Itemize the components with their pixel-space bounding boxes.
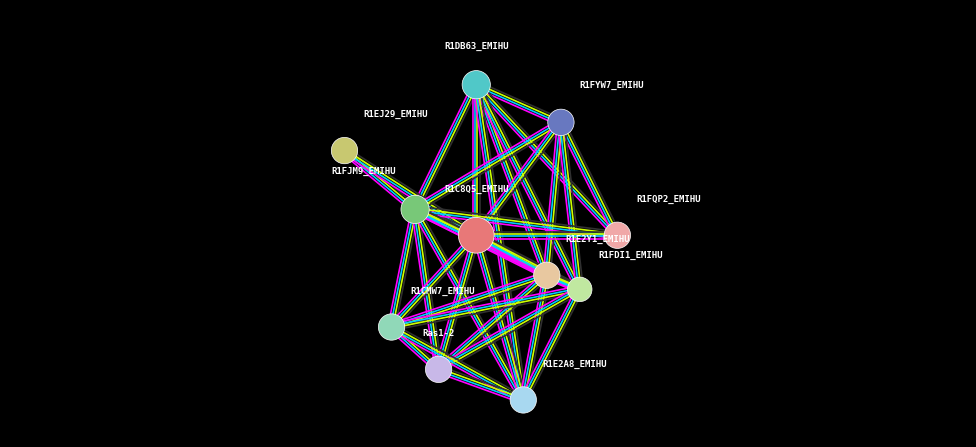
Circle shape	[534, 262, 560, 288]
Text: R1E2A8_EMIHU: R1E2A8_EMIHU	[542, 360, 607, 369]
Circle shape	[567, 277, 592, 302]
Text: R1FDI1_EMIHU: R1FDI1_EMIHU	[598, 251, 663, 260]
Text: R1C8Q5_EMIHU: R1C8Q5_EMIHU	[444, 185, 508, 194]
Circle shape	[331, 137, 357, 164]
Circle shape	[459, 217, 494, 253]
Circle shape	[401, 195, 429, 224]
Text: R1FJM9_EMIHU: R1FJM9_EMIHU	[332, 167, 396, 177]
Text: R1CMW7_EMIHU: R1CMW7_EMIHU	[410, 287, 475, 296]
Circle shape	[510, 387, 537, 413]
Text: Ras1-2: Ras1-2	[423, 329, 455, 338]
Text: R1DB63_EMIHU: R1DB63_EMIHU	[444, 42, 508, 51]
Text: R1E2Y1_EMIHU: R1E2Y1_EMIHU	[566, 235, 630, 244]
Circle shape	[548, 109, 574, 135]
Text: R1FQP2_EMIHU: R1FQP2_EMIHU	[636, 195, 701, 204]
Circle shape	[379, 314, 405, 340]
Circle shape	[462, 71, 490, 99]
Circle shape	[426, 356, 452, 383]
Text: R1FYW7_EMIHU: R1FYW7_EMIHU	[580, 81, 644, 90]
Text: R1EJ29_EMIHU: R1EJ29_EMIHU	[363, 110, 427, 118]
Circle shape	[604, 222, 630, 249]
